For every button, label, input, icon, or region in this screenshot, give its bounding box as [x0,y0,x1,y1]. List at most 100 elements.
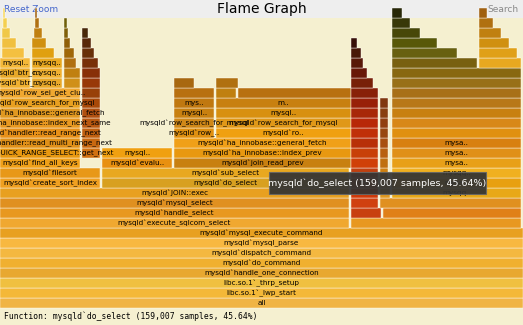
Bar [0,68,30,77]
Bar [479,48,517,58]
Bar [82,128,100,137]
Bar [82,98,100,108]
Bar [0,208,349,217]
Bar [351,158,378,167]
Text: mysqld`ha_innobase::general_fetch: mysqld`ha_innobase::general_fetch [198,139,327,147]
Bar [3,18,7,28]
Text: mysqld`handle_select: mysqld`handle_select [135,209,214,217]
Bar [351,78,373,87]
Bar [174,78,194,87]
Bar [392,38,437,47]
Bar [82,58,98,68]
Text: mysa..: mysa.. [445,140,469,146]
Bar [479,8,487,18]
Text: mysql..: mysql.. [181,110,207,116]
Bar [479,28,501,37]
Bar [0,148,80,158]
Bar [351,58,363,68]
Text: mysqld`dispatch_command: mysqld`dispatch_command [211,249,312,257]
Bar [351,118,378,127]
Bar [392,78,521,87]
Bar [216,98,351,108]
Bar [82,38,91,47]
Bar [351,88,378,98]
Text: mysqld`filesort: mysqld`filesort [22,170,77,176]
Bar [351,128,378,137]
Bar [380,198,521,207]
Bar [35,18,39,28]
Text: mysqld`find_all_keys: mysqld`find_all_keys [2,159,78,167]
Bar [392,8,402,18]
Bar [351,48,361,58]
Text: mysqq..: mysqq.. [32,60,61,66]
Bar [392,118,521,127]
Bar [0,158,80,167]
Bar [380,148,388,158]
Text: mysqld`btr_c..: mysqld`btr_c.. [0,69,41,77]
Bar [380,128,388,137]
Bar [82,118,100,127]
Bar [238,88,351,98]
Bar [0,118,80,127]
Text: m..: m.. [359,180,370,186]
Bar [82,68,100,77]
Bar [0,298,523,307]
Bar [174,98,214,108]
Text: mysqld`row_search_for_mysql: mysqld`row_search_for_mysql [229,119,338,127]
Text: mysqld`QUICK_RANGE_SELECT::get_next: mysqld`QUICK_RANGE_SELECT::get_next [0,150,114,157]
Bar [392,128,521,137]
Text: mysqld`row_search_for_mysql: mysqld`row_search_for_mysql [139,119,249,127]
Bar [32,38,46,47]
Text: mysql..: mysql.. [124,150,150,156]
Text: m..: m.. [278,100,289,106]
Bar [392,108,521,118]
Bar [0,128,80,137]
Text: mysqld`row_sei_get_clu..: mysqld`row_sei_get_clu.. [0,89,86,97]
Bar [479,58,521,68]
Bar [351,138,378,148]
Bar [174,108,214,118]
Bar [64,48,74,58]
Bar [392,98,521,108]
Text: mysqld`do_select (159,007 samples, 45.64%): mysqld`do_select (159,007 samples, 45.64… [268,178,486,188]
Bar [0,248,523,257]
Bar [380,118,388,127]
Text: mysqld`handler::read_range_next: mysqld`handler::read_range_next [0,129,101,136]
Text: mysqq..: mysqq.. [32,70,61,76]
Text: mysqld`mysql_parse: mysqld`mysql_parse [224,240,299,247]
Text: mysqld`do_select: mysqld`do_select [194,179,257,187]
Bar [351,208,381,217]
Text: all: all [257,300,266,306]
Text: mysqld`do_command: mysqld`do_command [222,259,301,266]
Text: mysqld`row_search_for_mysql: mysqld`row_search_for_mysql [0,99,95,107]
Bar [392,58,477,68]
Bar [0,78,30,87]
Bar [174,88,214,98]
Bar [392,188,521,198]
Bar [0,258,523,267]
Bar [216,78,238,87]
Bar [3,8,5,18]
Bar [102,148,172,158]
Text: mysqld`handle_one_connection: mysqld`handle_one_connection [204,269,319,277]
Bar [0,238,523,248]
Bar [380,158,388,167]
Text: mysqq..: mysqq.. [442,190,471,196]
Bar [82,138,100,148]
Bar [351,218,521,228]
Text: mysqld`row_..: mysqld`row_.. [168,129,220,136]
Bar [479,38,509,47]
Bar [174,148,351,158]
Bar [380,138,388,148]
Bar [0,278,523,288]
Bar [351,98,378,108]
Text: Search: Search [488,5,519,14]
Bar [102,158,172,167]
Bar [0,288,523,297]
Bar [34,28,42,37]
Bar [32,68,62,77]
Bar [216,88,236,98]
Bar [0,228,523,238]
Bar [0,168,100,177]
Bar [174,138,351,148]
